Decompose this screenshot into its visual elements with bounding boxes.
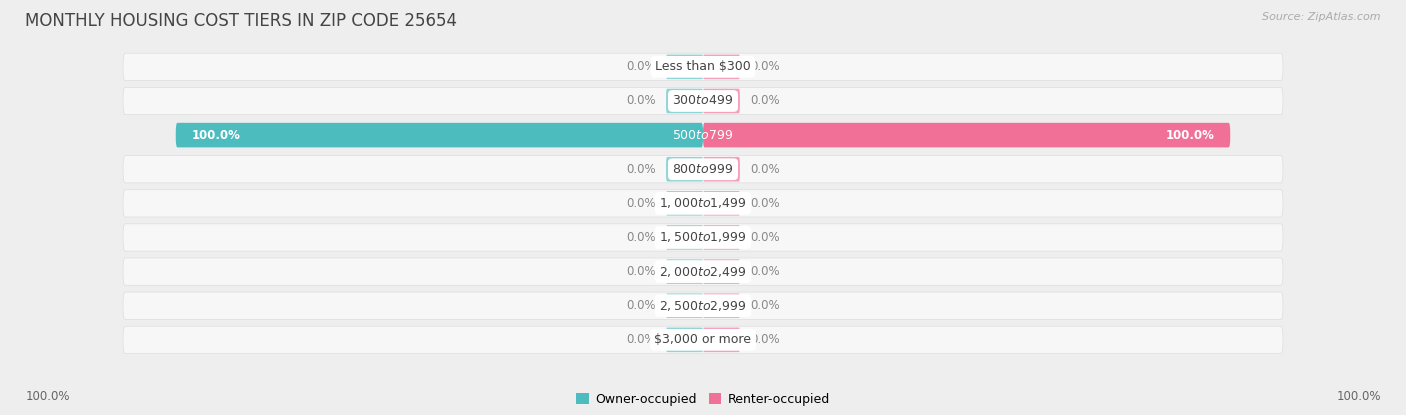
- FancyBboxPatch shape: [666, 191, 703, 216]
- Text: 0.0%: 0.0%: [626, 265, 655, 278]
- FancyBboxPatch shape: [666, 89, 703, 113]
- FancyBboxPatch shape: [124, 224, 1282, 251]
- FancyBboxPatch shape: [124, 156, 1282, 183]
- Text: 100.0%: 100.0%: [1336, 390, 1381, 403]
- Text: $2,500 to $2,999: $2,500 to $2,999: [659, 299, 747, 313]
- Text: 0.0%: 0.0%: [751, 95, 780, 107]
- Text: 0.0%: 0.0%: [751, 333, 780, 347]
- Text: $300 to $499: $300 to $499: [672, 95, 734, 107]
- FancyBboxPatch shape: [703, 123, 1230, 147]
- Legend: Owner-occupied, Renter-occupied: Owner-occupied, Renter-occupied: [576, 393, 830, 406]
- Text: $800 to $999: $800 to $999: [672, 163, 734, 176]
- FancyBboxPatch shape: [703, 157, 740, 181]
- Text: 0.0%: 0.0%: [751, 265, 780, 278]
- Text: 100.0%: 100.0%: [1166, 129, 1215, 142]
- Text: 0.0%: 0.0%: [626, 333, 655, 347]
- Text: 0.0%: 0.0%: [626, 299, 655, 312]
- Text: 0.0%: 0.0%: [626, 95, 655, 107]
- Text: $1,000 to $1,499: $1,000 to $1,499: [659, 196, 747, 210]
- FancyBboxPatch shape: [703, 191, 740, 216]
- Text: 100.0%: 100.0%: [191, 129, 240, 142]
- FancyBboxPatch shape: [124, 292, 1282, 320]
- Text: Less than $300: Less than $300: [655, 60, 751, 73]
- FancyBboxPatch shape: [666, 293, 703, 318]
- Text: 0.0%: 0.0%: [751, 60, 780, 73]
- Text: 0.0%: 0.0%: [751, 163, 780, 176]
- Text: $500 to $799: $500 to $799: [672, 129, 734, 142]
- FancyBboxPatch shape: [703, 327, 740, 352]
- Text: 0.0%: 0.0%: [751, 299, 780, 312]
- Text: $1,500 to $1,999: $1,500 to $1,999: [659, 230, 747, 244]
- FancyBboxPatch shape: [666, 225, 703, 250]
- FancyBboxPatch shape: [703, 89, 740, 113]
- Text: 0.0%: 0.0%: [626, 231, 655, 244]
- Text: $3,000 or more: $3,000 or more: [655, 333, 751, 347]
- FancyBboxPatch shape: [666, 327, 703, 352]
- Text: 0.0%: 0.0%: [626, 60, 655, 73]
- FancyBboxPatch shape: [124, 190, 1282, 217]
- Text: MONTHLY HOUSING COST TIERS IN ZIP CODE 25654: MONTHLY HOUSING COST TIERS IN ZIP CODE 2…: [25, 12, 457, 30]
- Text: $2,000 to $2,499: $2,000 to $2,499: [659, 265, 747, 278]
- FancyBboxPatch shape: [703, 293, 740, 318]
- Text: 0.0%: 0.0%: [626, 197, 655, 210]
- FancyBboxPatch shape: [124, 258, 1282, 285]
- FancyBboxPatch shape: [124, 326, 1282, 354]
- FancyBboxPatch shape: [124, 87, 1282, 115]
- FancyBboxPatch shape: [703, 225, 740, 250]
- FancyBboxPatch shape: [666, 55, 703, 79]
- FancyBboxPatch shape: [703, 259, 740, 284]
- FancyBboxPatch shape: [666, 157, 703, 181]
- Text: Source: ZipAtlas.com: Source: ZipAtlas.com: [1263, 12, 1381, 22]
- Text: 0.0%: 0.0%: [751, 197, 780, 210]
- FancyBboxPatch shape: [124, 122, 1282, 149]
- FancyBboxPatch shape: [666, 259, 703, 284]
- FancyBboxPatch shape: [176, 123, 703, 147]
- Text: 0.0%: 0.0%: [626, 163, 655, 176]
- FancyBboxPatch shape: [703, 55, 740, 79]
- Text: 100.0%: 100.0%: [25, 390, 70, 403]
- FancyBboxPatch shape: [124, 53, 1282, 81]
- Text: 0.0%: 0.0%: [751, 231, 780, 244]
